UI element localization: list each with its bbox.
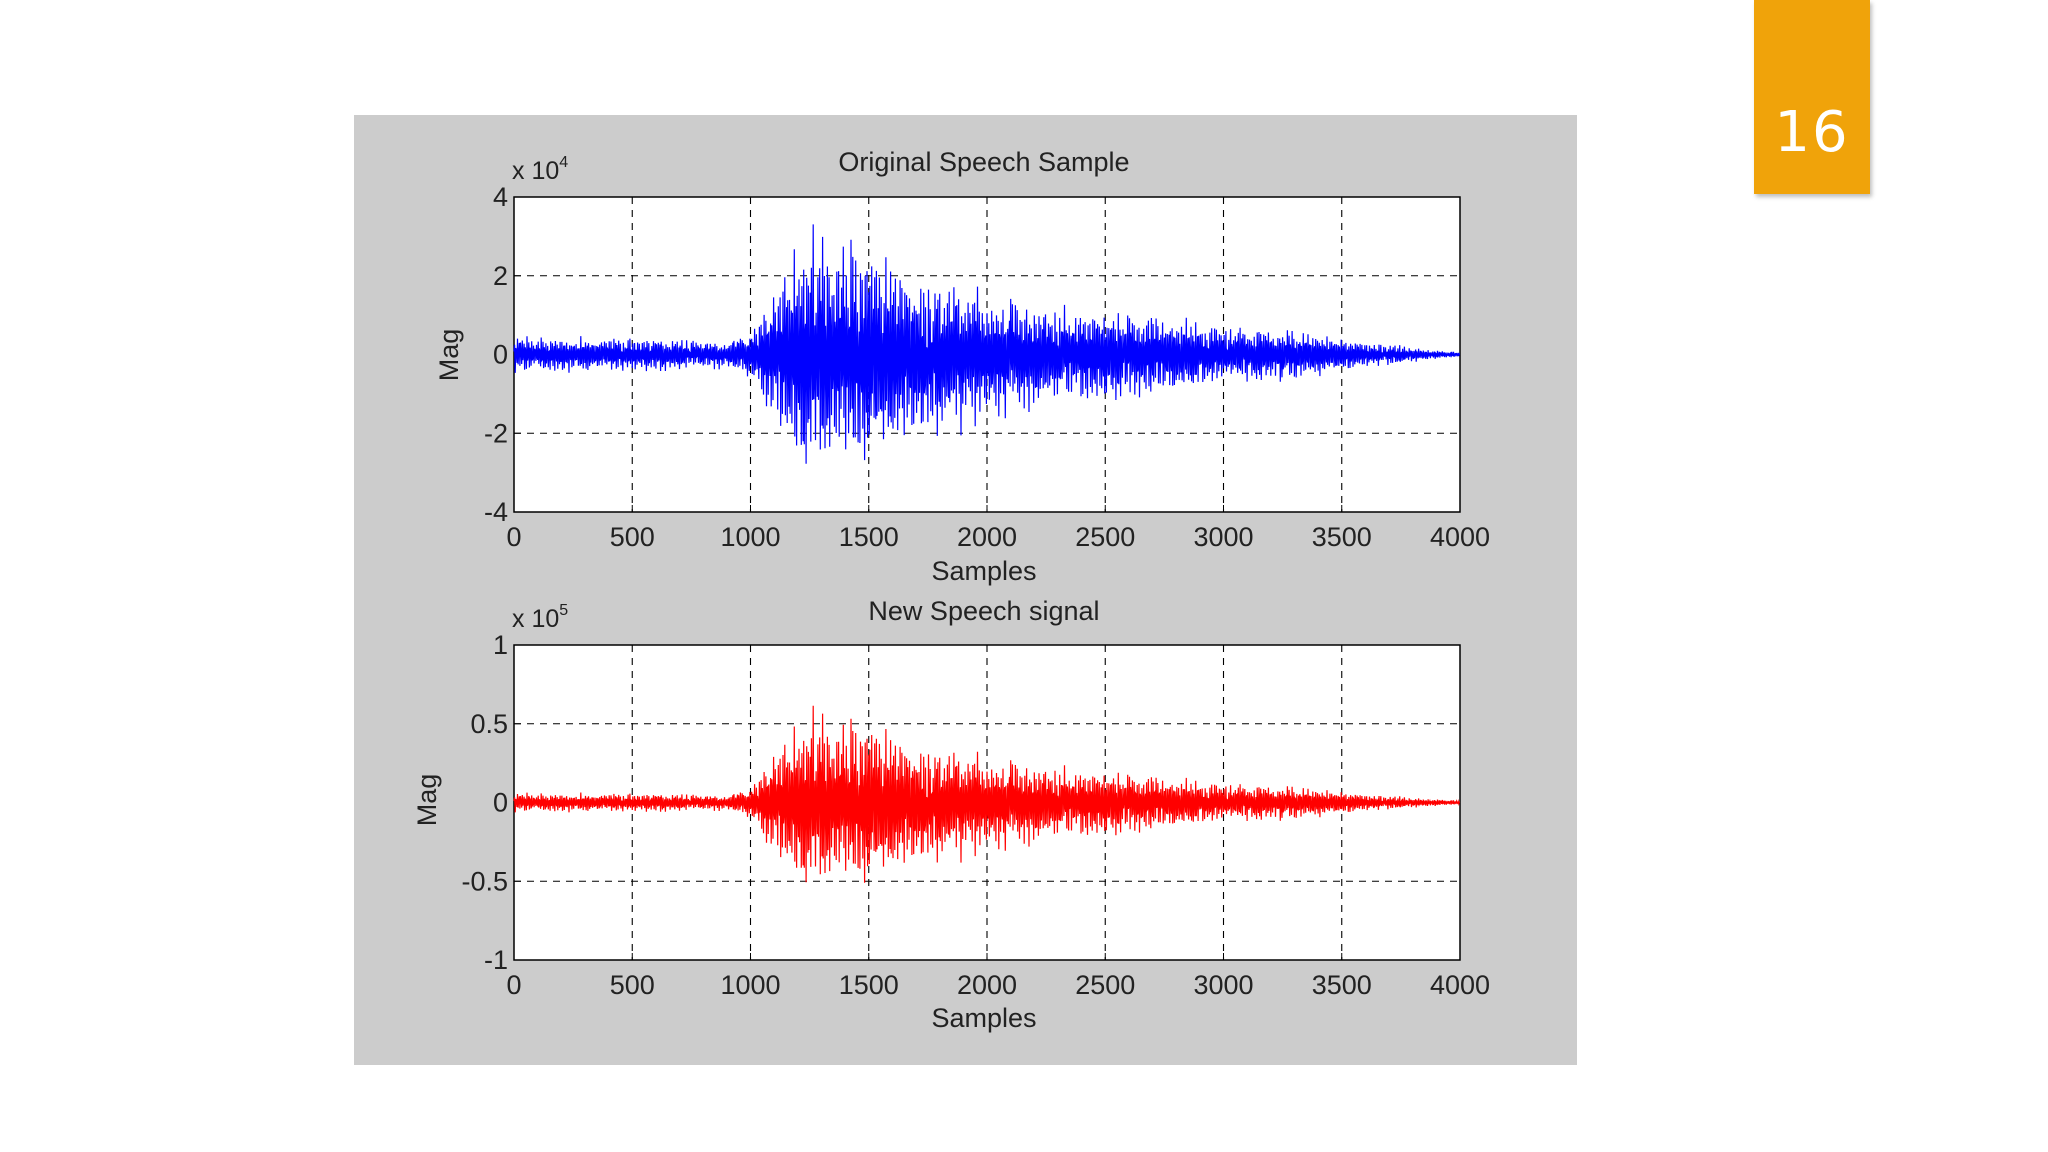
y-multiplier: x 104: [512, 154, 568, 185]
y-tick-label: -2: [484, 418, 508, 448]
x-tick-label: 0: [506, 970, 521, 1000]
y-tick-label: -4: [484, 497, 508, 527]
x-tick-label: 3000: [1193, 970, 1253, 1000]
x-tick-label: 2000: [957, 970, 1017, 1000]
x-tick-label: 500: [610, 970, 655, 1000]
y-tick-label: 1: [493, 630, 508, 660]
chart-new-speech: New Speech signal x 105 Mag Samples 0 500…: [412, 596, 1490, 1033]
x-tick-label: 0: [506, 522, 521, 552]
y-multiplier-exp: 5: [559, 602, 568, 619]
y-tick-label: 0: [493, 340, 508, 370]
figure-svg: Original Speech Sample x 104 Mag Samples…: [412, 147, 1490, 1033]
chart-title: New Speech signal: [868, 596, 1099, 626]
y-tick-label: 2: [493, 261, 508, 291]
x-tick-label: 1000: [720, 522, 780, 552]
signal-line: [513, 224, 1461, 464]
ticks: 0 500 1000 1500 2000 2500 3000 3500 4000 1 0.5 0 -0.…: [461, 630, 1490, 1000]
chart-original-speech: Original Speech Sample x 104 Mag Samples…: [434, 147, 1490, 586]
x-tick-label: 1000: [720, 970, 780, 1000]
slide-number: 16: [1774, 100, 1850, 165]
chart-title: Original Speech Sample: [838, 147, 1129, 177]
x-axis-label: Samples: [931, 556, 1036, 586]
x-tick-label: 2500: [1075, 970, 1135, 1000]
figure-panel: Original Speech Sample x 104 Mag Samples…: [354, 115, 1577, 1065]
y-tick-label: 4: [493, 182, 508, 212]
y-multiplier-base: x 10: [512, 605, 559, 633]
y-tick-label: 0.5: [470, 709, 508, 739]
x-tick-label: 3500: [1312, 522, 1372, 552]
signal-line: [513, 705, 1461, 883]
x-tick-label: 3000: [1193, 522, 1253, 552]
x-tick-label: 1500: [839, 522, 899, 552]
x-tick-label: 1500: [839, 970, 899, 1000]
x-tick-label: 2000: [957, 522, 1017, 552]
x-tick-label: 500: [610, 522, 655, 552]
y-tick-label: -0.5: [461, 866, 508, 896]
slide-number-tab: 16: [1754, 0, 1870, 194]
y-tick-label: -1: [484, 945, 508, 975]
ticks: 0 500 1000 1500 2000 2500 3000 3500 4000 4 2 0 -2 -4: [484, 182, 1490, 552]
x-tick-label: 2500: [1075, 522, 1135, 552]
x-tick-label: 3500: [1312, 970, 1372, 1000]
y-multiplier-base: x 10: [512, 157, 559, 185]
y-multiplier-exp: 4: [559, 154, 568, 171]
y-axis-label: Mag: [412, 774, 442, 827]
x-tick-label: 4000: [1430, 522, 1490, 552]
y-multiplier: x 105: [512, 602, 568, 633]
x-tick-label: 4000: [1430, 970, 1490, 1000]
y-axis-label: Mag: [434, 329, 464, 382]
x-axis-label: Samples: [931, 1003, 1036, 1033]
y-tick-label: 0: [493, 788, 508, 818]
